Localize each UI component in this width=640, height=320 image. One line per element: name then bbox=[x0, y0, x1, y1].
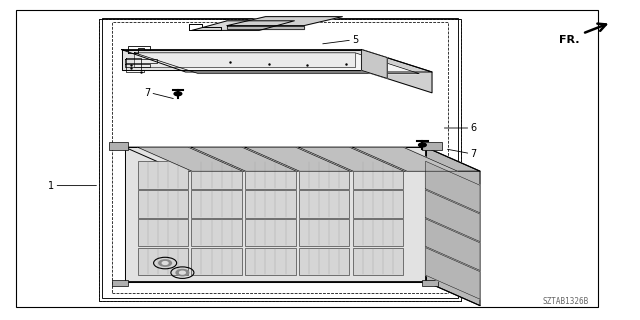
Circle shape bbox=[179, 271, 186, 274]
Polygon shape bbox=[125, 147, 480, 171]
Bar bbox=[353, 190, 403, 218]
Text: 3: 3 bbox=[221, 19, 227, 29]
Bar bbox=[191, 248, 242, 275]
Bar bbox=[245, 219, 296, 246]
Bar bbox=[109, 142, 128, 150]
Text: 1: 1 bbox=[48, 180, 54, 191]
Text: 7: 7 bbox=[144, 88, 150, 98]
Bar bbox=[245, 190, 296, 218]
Circle shape bbox=[174, 92, 182, 96]
Polygon shape bbox=[227, 26, 304, 29]
Bar bbox=[138, 161, 188, 189]
Bar bbox=[299, 161, 349, 189]
Bar bbox=[299, 219, 349, 246]
Bar bbox=[299, 248, 349, 275]
Bar bbox=[99, 19, 461, 301]
Polygon shape bbox=[227, 17, 342, 26]
Bar bbox=[99, 19, 461, 301]
Polygon shape bbox=[138, 147, 243, 171]
Polygon shape bbox=[191, 147, 296, 171]
Polygon shape bbox=[192, 21, 294, 30]
Text: FR.: FR. bbox=[559, 35, 579, 44]
Polygon shape bbox=[426, 219, 480, 270]
Polygon shape bbox=[426, 248, 480, 299]
Polygon shape bbox=[426, 190, 480, 242]
Bar bbox=[138, 248, 188, 275]
Polygon shape bbox=[134, 53, 419, 74]
Polygon shape bbox=[245, 147, 350, 171]
Bar bbox=[102, 18, 458, 298]
Polygon shape bbox=[122, 50, 362, 70]
Text: 5: 5 bbox=[352, 35, 358, 45]
Bar bbox=[353, 248, 403, 275]
Polygon shape bbox=[362, 50, 432, 93]
Bar bbox=[245, 161, 296, 189]
Polygon shape bbox=[134, 53, 355, 67]
Circle shape bbox=[159, 260, 172, 266]
Bar bbox=[353, 219, 403, 246]
Polygon shape bbox=[299, 147, 404, 171]
Text: 8: 8 bbox=[131, 200, 138, 210]
Text: 6: 6 bbox=[470, 123, 477, 133]
Bar bbox=[138, 190, 188, 218]
Bar bbox=[422, 142, 442, 150]
Circle shape bbox=[419, 143, 426, 147]
Bar bbox=[138, 219, 188, 246]
Circle shape bbox=[176, 269, 189, 276]
Polygon shape bbox=[353, 147, 458, 171]
Circle shape bbox=[163, 262, 168, 264]
Bar bbox=[422, 280, 438, 286]
Bar bbox=[299, 190, 349, 218]
Bar bbox=[353, 161, 403, 189]
Bar bbox=[191, 190, 242, 218]
Bar bbox=[191, 219, 242, 246]
Text: 4: 4 bbox=[152, 272, 159, 282]
Bar bbox=[245, 248, 296, 275]
Polygon shape bbox=[426, 147, 480, 306]
Polygon shape bbox=[125, 147, 426, 282]
Text: 7: 7 bbox=[470, 148, 477, 159]
Bar bbox=[191, 161, 242, 189]
Polygon shape bbox=[122, 50, 432, 72]
Bar bbox=[112, 280, 128, 286]
Polygon shape bbox=[426, 161, 480, 213]
Bar bbox=[112, 22, 448, 293]
Text: 2: 2 bbox=[278, 17, 285, 28]
Polygon shape bbox=[362, 50, 387, 78]
Text: SZTAB1326B: SZTAB1326B bbox=[543, 297, 589, 306]
Text: 4: 4 bbox=[131, 259, 138, 269]
